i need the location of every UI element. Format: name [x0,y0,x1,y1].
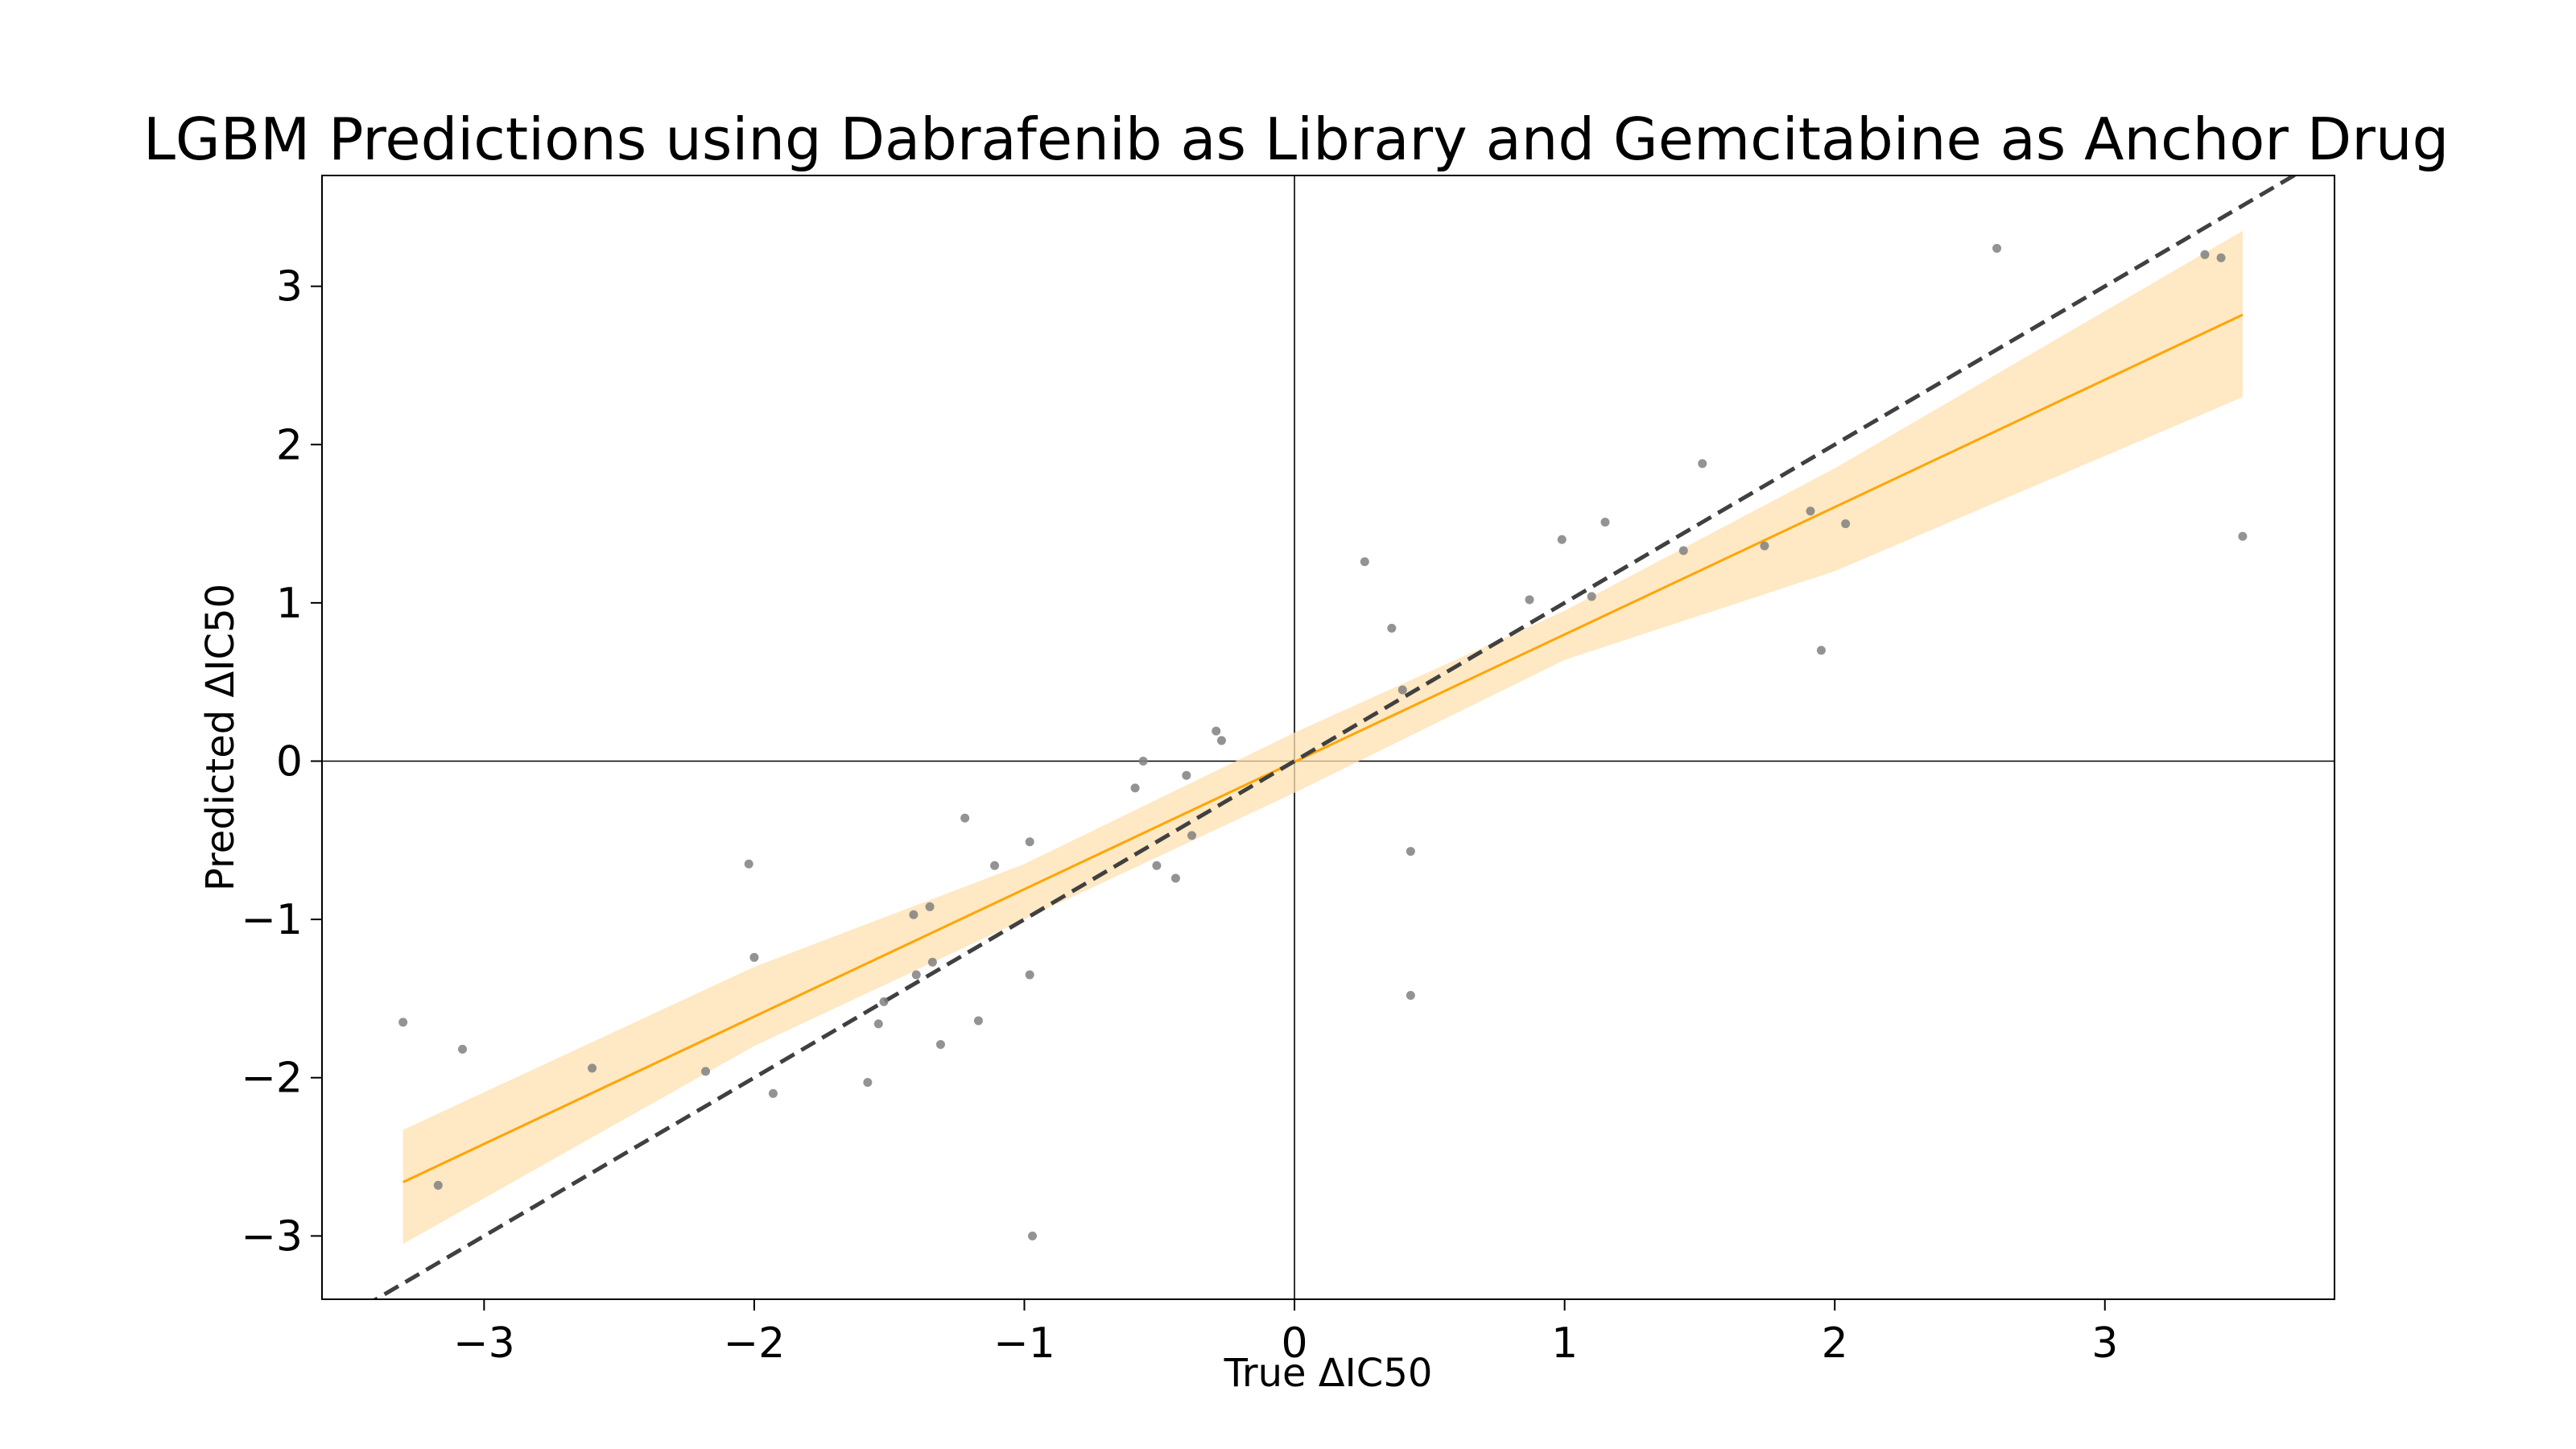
data-point [909,910,919,919]
data-point [863,1078,873,1088]
confidence-band [402,230,2243,1245]
y-tick-label: 0 [276,737,303,786]
data-point [1025,970,1034,980]
y-tick-label: 3 [276,263,303,312]
x-tick-label: −2 [724,1319,786,1368]
data-point [1216,736,1226,745]
data-point [588,1063,597,1073]
data-point [744,859,753,869]
x-tick-label: 1 [1551,1319,1578,1368]
data-point [1992,243,2002,253]
data-point [1406,847,1415,857]
data-point [457,1044,467,1054]
data-point [1557,535,1567,544]
data-point [1387,623,1397,633]
data-point [1170,873,1180,883]
x-axis: −3 −2 −1 0 1 2 3 [453,1299,2118,1368]
data-point [2238,531,2248,541]
y-tick-label: −1 [241,896,303,944]
regression-line [402,313,2244,1183]
data-point [1760,541,1769,551]
data-point [1698,459,1707,469]
data-point [1212,726,1221,736]
y-tick-label: −2 [241,1055,303,1103]
data-point [1152,861,1162,870]
data-point [1397,685,1407,695]
data-point [433,1180,443,1190]
data-point [1025,837,1034,847]
data-point [1806,506,1815,516]
data-point [911,970,921,980]
data-point [935,1039,945,1049]
data-point [879,997,889,1006]
y-tick-label: 2 [276,421,303,469]
data-point [1525,595,1534,605]
x-tick-label: 3 [2091,1319,2118,1368]
chart-title: LGBM Predictions using Dabrafenib as Lib… [143,105,2449,173]
x-tick-label: −1 [993,1319,1055,1368]
y-axis: −3 −2 −1 0 1 2 3 [241,263,322,1261]
plot-area [321,175,2335,1300]
data-point [1360,557,1369,567]
data-point [701,1067,711,1076]
data-point [1678,546,1688,555]
data-point [1138,756,1148,766]
data-point [768,1088,778,1098]
data-point [1130,783,1140,793]
y-tick-label: 1 [276,580,303,628]
data-point [2216,253,2226,262]
x-tick-label: 0 [1282,1319,1308,1368]
data-point [1600,518,1610,527]
data-point [927,957,937,967]
data-point [1587,592,1596,601]
data-point [1187,831,1197,840]
y-axis-label: Predicted ΔIC50 [198,584,243,891]
data-point [1406,990,1415,1000]
x-tick-label: 2 [1822,1319,1848,1368]
x-tick-label: −3 [453,1319,515,1368]
data-point [1841,519,1851,529]
data-point [749,952,759,962]
plot-frame [321,175,2335,1300]
data-point [925,902,935,911]
identity-line [372,175,2298,1299]
data-point [398,1018,408,1027]
data-point [973,1016,983,1026]
data-point [2200,250,2210,259]
y-tick-label: −3 [241,1212,303,1261]
data-point [1182,770,1191,780]
data-point [1028,1231,1038,1241]
data-point [990,861,1000,870]
data-point [873,1019,883,1029]
data-point [960,813,970,823]
plot-content [322,175,2334,1299]
data-point [1816,646,1826,655]
x-axis-label: True ΔIC50 [1224,1351,1433,1396]
